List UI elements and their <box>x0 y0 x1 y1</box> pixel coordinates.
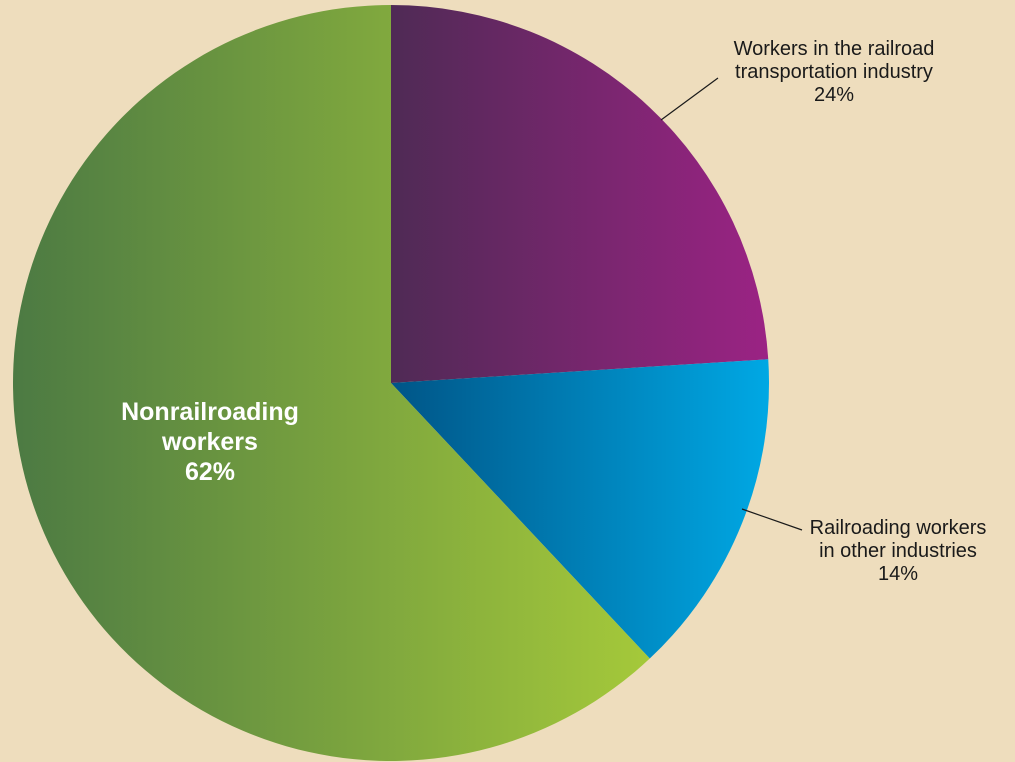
slice-label-line: 14% <box>878 563 918 585</box>
slice-label-line: Nonrailroading <box>121 398 299 426</box>
pie-slice-2 <box>13 5 650 761</box>
slice-leader-line-1 <box>741 508 803 531</box>
slice-label-line: Railroading workers <box>810 517 987 539</box>
slice-label-0: Workers in the railroad transportation in… <box>734 38 935 106</box>
pie-slice-1 <box>391 359 769 659</box>
slice-leader-line-0 <box>660 77 719 121</box>
slice-label-line: transportation industry <box>735 61 933 83</box>
slice-label-line: 24% <box>814 84 854 106</box>
slice-label-line: Workers in the railroad <box>734 38 935 60</box>
pie-slice-0 <box>391 5 769 383</box>
slice-label-line: 62% <box>185 458 235 486</box>
slice-label-1: Railroading workers in other industries 14… <box>810 517 987 585</box>
slice-label-2: Nonrailroading workers 62% <box>121 398 299 486</box>
slice-label-line: workers <box>161 428 258 456</box>
slice-label-line: in other industries <box>819 540 977 562</box>
